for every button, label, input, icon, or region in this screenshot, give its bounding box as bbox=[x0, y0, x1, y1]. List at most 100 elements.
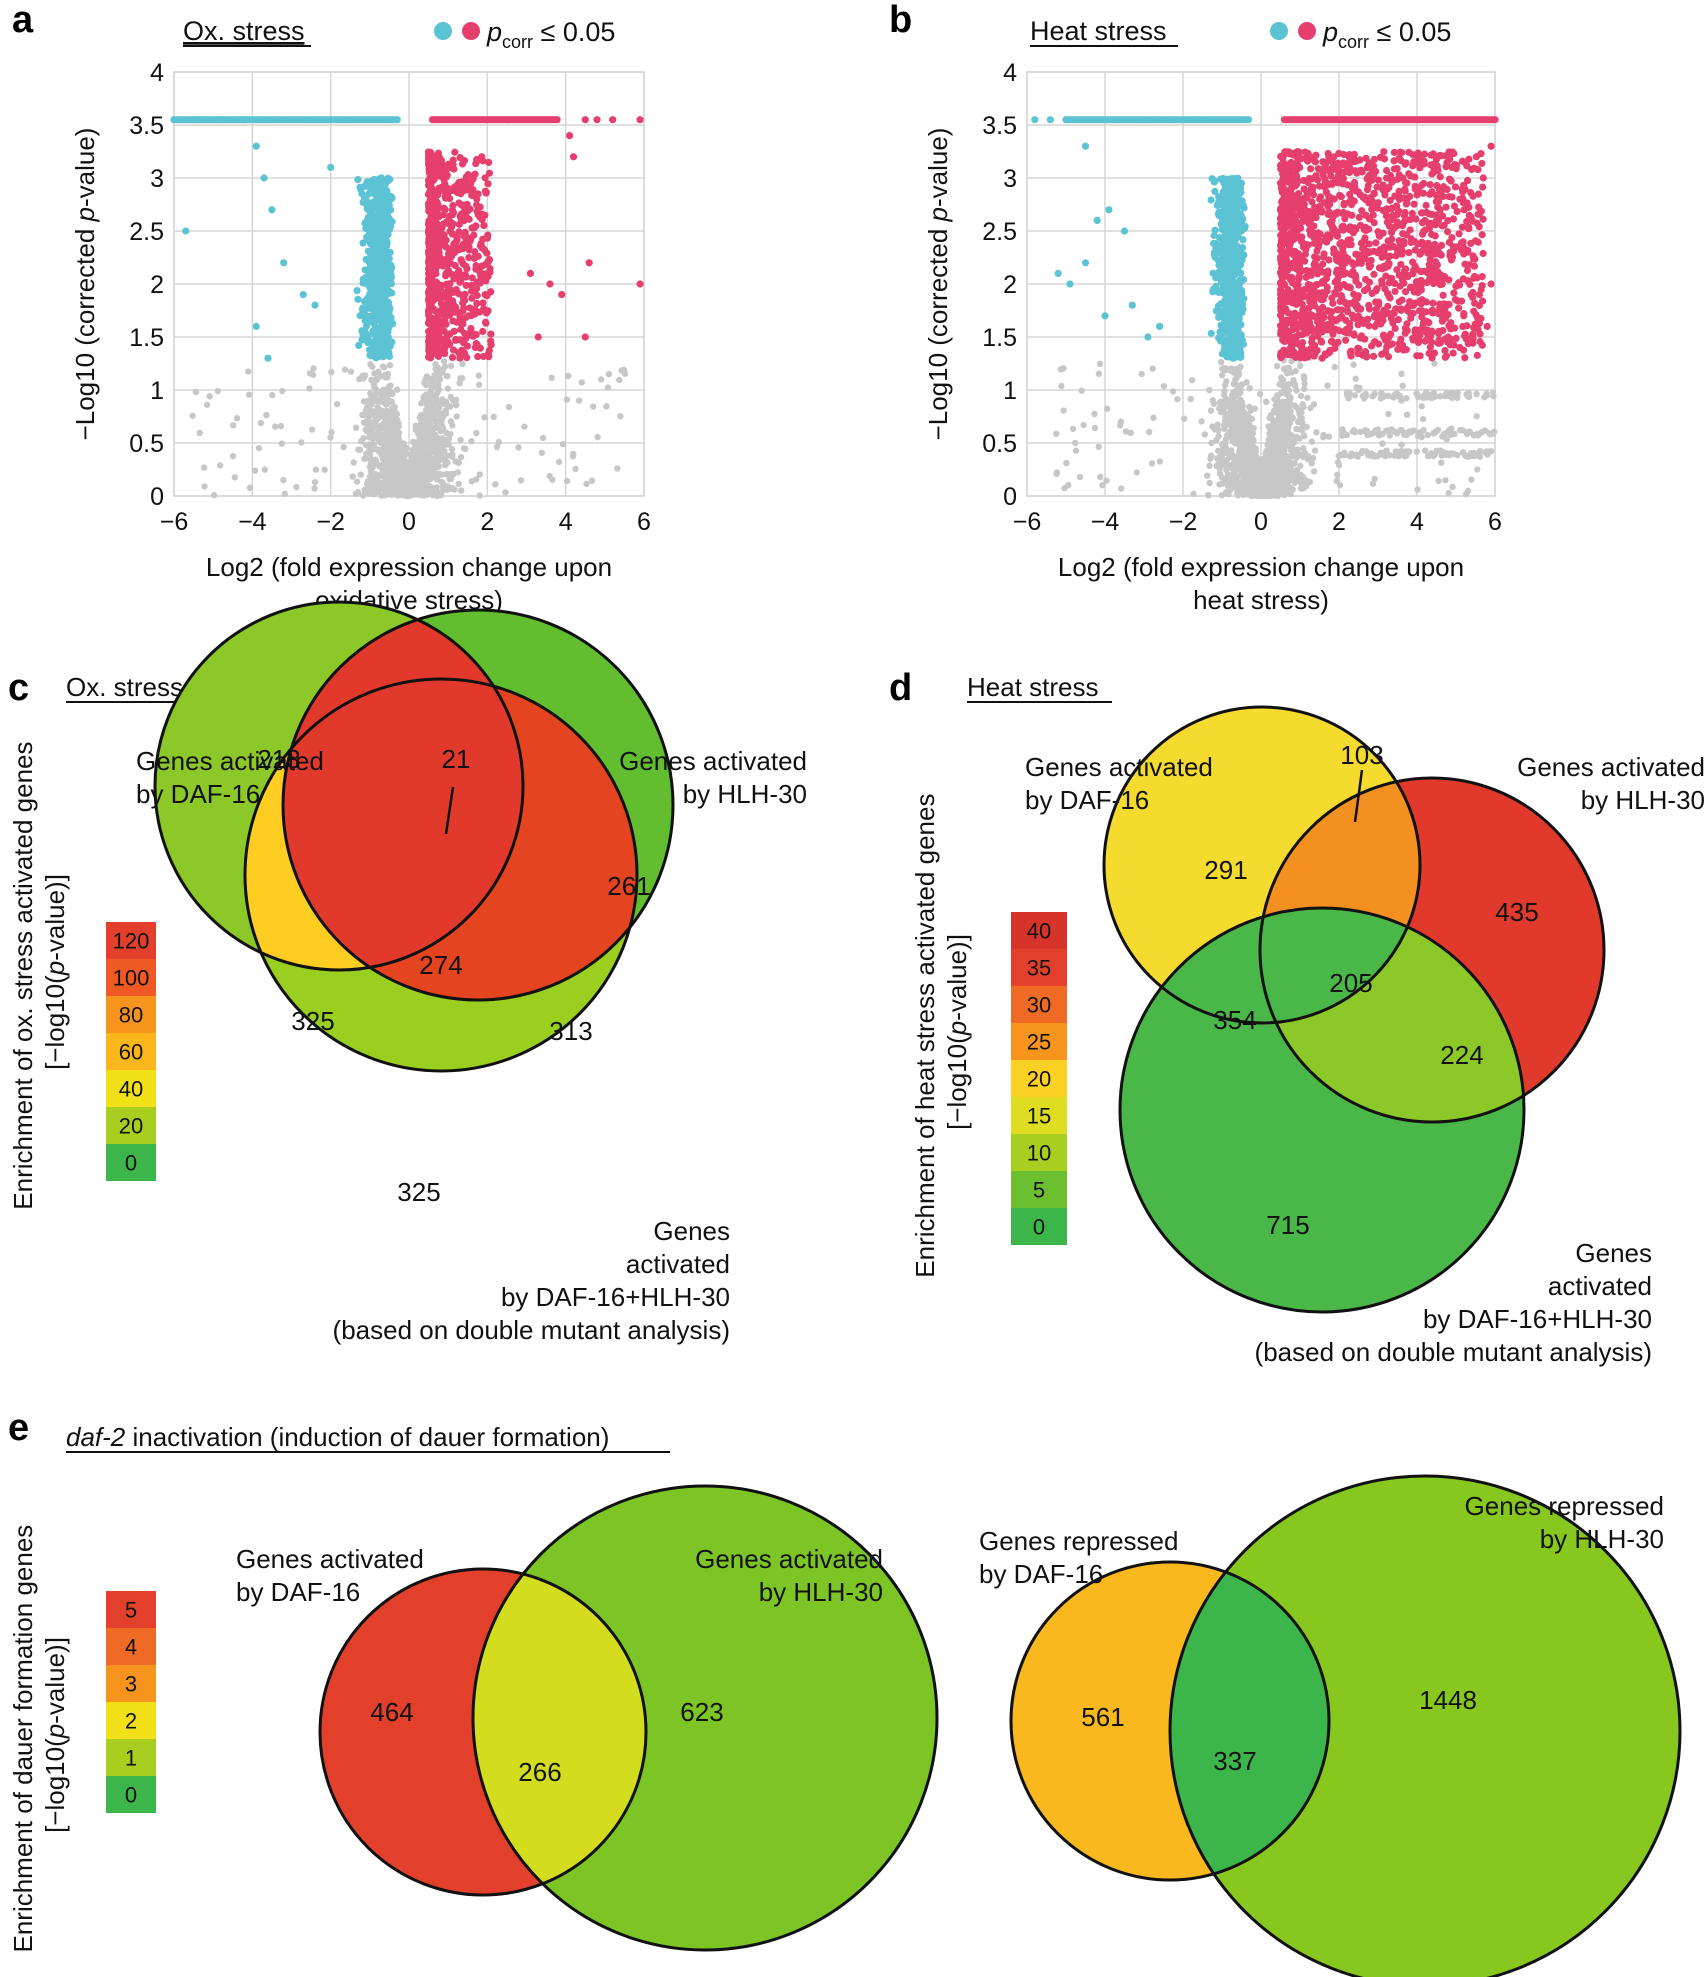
point-ns bbox=[1368, 452, 1376, 459]
point-ns bbox=[388, 423, 395, 430]
legend-b-blue-dot bbox=[1270, 22, 1288, 40]
point-ns bbox=[360, 398, 368, 405]
point-ns bbox=[1273, 462, 1280, 470]
point-ns bbox=[1064, 481, 1072, 489]
point-ns bbox=[246, 484, 254, 491]
point-activated bbox=[458, 188, 466, 196]
point-ns bbox=[1418, 403, 1425, 410]
point-ns bbox=[430, 415, 438, 423]
point-activated bbox=[448, 230, 456, 238]
point-activated bbox=[451, 182, 459, 191]
point-ns bbox=[442, 441, 450, 448]
point-activated bbox=[425, 258, 433, 266]
point-ns bbox=[387, 415, 394, 423]
point-ns bbox=[1291, 479, 1299, 486]
y-tick-label: 3.5 bbox=[129, 112, 164, 140]
point-ns bbox=[366, 412, 373, 419]
point-repressed bbox=[358, 336, 366, 344]
point-ns bbox=[1432, 393, 1439, 400]
point-ns bbox=[441, 363, 449, 370]
point-ns bbox=[1252, 481, 1259, 488]
point-ns bbox=[1053, 469, 1061, 476]
point-saturated bbox=[553, 116, 561, 124]
point-ns bbox=[201, 483, 208, 490]
point-ns bbox=[1391, 391, 1399, 398]
point-activated bbox=[455, 228, 463, 236]
point-ns bbox=[1352, 375, 1359, 382]
point-activated bbox=[478, 210, 487, 218]
point-activated bbox=[476, 308, 484, 316]
point-ns bbox=[1230, 380, 1237, 388]
point-ns bbox=[1271, 408, 1278, 416]
point-ns bbox=[1355, 386, 1362, 394]
point-activated bbox=[472, 265, 480, 273]
point-ns bbox=[373, 430, 381, 438]
point-ns bbox=[1462, 490, 1470, 498]
point-ns bbox=[1230, 396, 1237, 404]
point-activated bbox=[431, 338, 439, 347]
legend-a-pink-dot bbox=[462, 22, 480, 40]
point-activated bbox=[441, 206, 449, 214]
point-activated bbox=[485, 256, 494, 264]
point-ns bbox=[1350, 361, 1357, 368]
point-ns bbox=[1221, 441, 1229, 449]
point-ns bbox=[438, 412, 445, 420]
point-activated bbox=[462, 334, 470, 343]
point-ns bbox=[376, 448, 383, 456]
point-ns bbox=[1263, 398, 1270, 406]
point-ns bbox=[1413, 448, 1420, 455]
point-ns bbox=[1350, 426, 1358, 434]
y-tick-label: 2 bbox=[1003, 271, 1017, 299]
point-activated bbox=[448, 353, 457, 362]
point-ns bbox=[428, 383, 435, 391]
point-ns bbox=[1284, 453, 1291, 460]
point-activated bbox=[479, 270, 488, 278]
legend-a-text: pcorr ≤ 0.05 bbox=[486, 17, 615, 52]
point-ns bbox=[1272, 402, 1279, 409]
point-activated bbox=[450, 165, 458, 173]
point-ns bbox=[1148, 460, 1156, 467]
point-ns bbox=[1216, 465, 1223, 472]
point-activated bbox=[446, 280, 454, 288]
point-ns bbox=[449, 451, 456, 458]
point-ns bbox=[1235, 371, 1242, 379]
point-activated bbox=[485, 158, 493, 167]
point-ns bbox=[1308, 460, 1315, 467]
point-activated bbox=[470, 231, 478, 239]
point-activated bbox=[428, 224, 436, 232]
point-ns bbox=[392, 415, 399, 422]
point-ns bbox=[1341, 430, 1348, 438]
point-ns bbox=[1299, 401, 1306, 408]
point-activated bbox=[479, 299, 487, 307]
point-activated bbox=[437, 166, 445, 175]
point-ns bbox=[1395, 452, 1402, 460]
point-ns bbox=[1204, 491, 1212, 499]
point-ns bbox=[1377, 449, 1385, 456]
point-repressed bbox=[373, 288, 382, 296]
point-outlier bbox=[558, 291, 566, 299]
point-ns bbox=[1274, 393, 1281, 400]
point-ns bbox=[431, 378, 438, 385]
point-ns bbox=[418, 491, 425, 499]
point-ns bbox=[1138, 370, 1145, 378]
point-ns bbox=[438, 478, 445, 486]
point-ns bbox=[409, 491, 417, 498]
point-activated bbox=[462, 262, 470, 270]
point-repressed bbox=[388, 338, 396, 346]
point-ns bbox=[1251, 405, 1258, 412]
point-ns bbox=[1214, 455, 1221, 462]
point-ns bbox=[356, 446, 364, 453]
point-ns bbox=[231, 474, 239, 481]
point-ns bbox=[1369, 393, 1376, 400]
x-tick-label: 2 bbox=[1332, 508, 1346, 536]
point-ns bbox=[1229, 435, 1236, 443]
point-ns bbox=[428, 390, 435, 397]
point-activated bbox=[474, 190, 482, 198]
point-ns bbox=[1238, 402, 1245, 410]
point-ns bbox=[455, 480, 462, 488]
point-ns bbox=[1097, 473, 1104, 481]
y-tick-label: 3 bbox=[150, 165, 164, 193]
point-ns bbox=[390, 447, 397, 455]
point-ns bbox=[1076, 473, 1084, 481]
